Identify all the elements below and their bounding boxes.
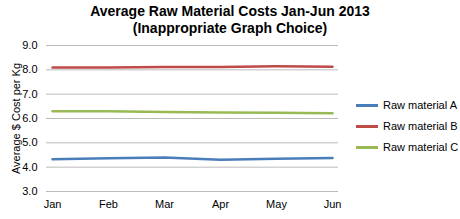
svg-text:9.0: 9.0 [22, 39, 37, 51]
html-text:Raw material C: Raw material C [383, 141, 459, 153]
svg-text:Feb: Feb [99, 198, 118, 210]
svg-text:May: May [266, 198, 287, 210]
svg-text:Jun: Jun [324, 198, 342, 210]
svg-text:Mar: Mar [155, 198, 174, 210]
svg-text:6.0: 6.0 [22, 112, 37, 124]
html-text:(Inappropriate Graph Choice): (Inappropriate Graph Choice) [132, 20, 328, 36]
svg-text:8.0: 8.0 [22, 63, 37, 75]
html-text:Raw material A: Raw material A [383, 99, 457, 111]
svg-text:7.0: 7.0 [22, 88, 37, 100]
svg-text:4.0: 4.0 [22, 161, 37, 173]
html-text:Raw material B: Raw material B [383, 120, 458, 132]
svg-text:Jan: Jan [44, 198, 62, 210]
svg-text:5.0: 5.0 [22, 136, 37, 148]
html-text:Average Raw Material Costs Jan: Average Raw Material Costs Jan-Jun 2013 [90, 3, 370, 19]
svg-text:Average $ Cost per Kg: Average $ Cost per Kg [10, 63, 22, 174]
svg-text:Apr: Apr [212, 198, 229, 210]
svg-text:3.0: 3.0 [22, 185, 37, 197]
